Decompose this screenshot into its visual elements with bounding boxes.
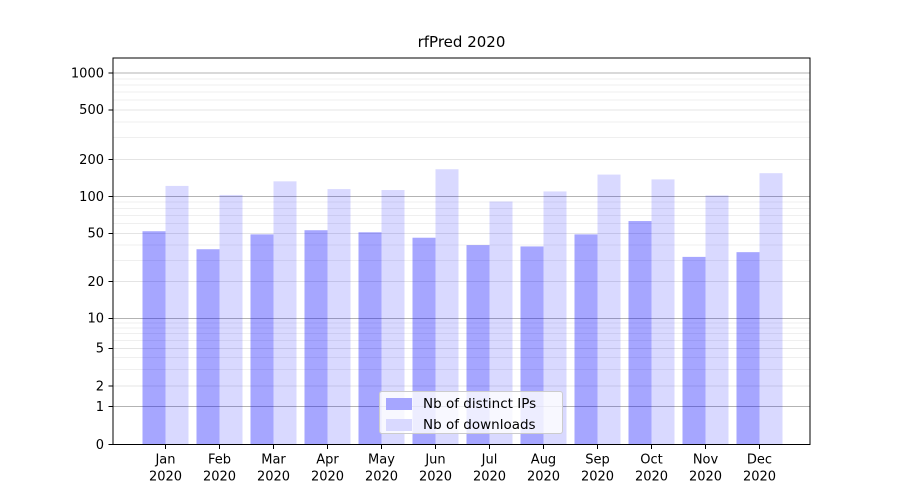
- bar-downloads-mar: [273, 181, 297, 445]
- x-tick-label-month: May: [368, 453, 395, 468]
- x-tick-label-year: 2020: [689, 470, 722, 485]
- bar-downloads-oct: [651, 179, 675, 445]
- x-tick-label-month: Apr: [316, 453, 339, 468]
- bar-distinct-ips-jan: [142, 231, 166, 445]
- bar-downloads-jan: [165, 185, 189, 445]
- y-tick-label: 100: [79, 190, 104, 205]
- x-tick-label-month: Oct: [640, 453, 662, 468]
- y-tick-label: 10: [87, 312, 104, 327]
- y-tick-label: 500: [79, 103, 104, 118]
- y-tick-label: 2: [96, 379, 104, 394]
- y-tick-label: 5: [96, 342, 104, 357]
- x-tick-label-month: Jan: [154, 453, 175, 468]
- bar-downloads-sep: [597, 174, 621, 445]
- bar-downloads-may: [381, 190, 405, 445]
- bar-downloads-feb: [219, 194, 243, 445]
- gridlines: [113, 72, 810, 408]
- bar-distinct-ips-may: [358, 232, 382, 445]
- x-tick-label-year: 2020: [203, 470, 236, 485]
- x-tick-label-year: 2020: [527, 470, 560, 485]
- legend: Nb of distinct IPs Nb of downloads: [379, 391, 563, 434]
- legend-swatch-distinct-ips: [386, 398, 412, 410]
- x-tick-label-year: 2020: [257, 470, 290, 485]
- bar-distinct-ips-dec: [736, 252, 760, 445]
- x-tick-label-year: 2020: [743, 470, 776, 485]
- x-tick-label-month: Sep: [585, 453, 610, 468]
- bar-downloads-dec: [759, 173, 783, 445]
- y-tick-label: 200: [79, 153, 104, 168]
- x-tick-label-month: Jul: [481, 453, 498, 468]
- legend-item-downloads: Nb of downloads: [386, 416, 562, 434]
- y-tick-label: 0: [96, 438, 104, 453]
- bar-distinct-ips-apr: [304, 230, 328, 445]
- y-tick-label: 50: [87, 227, 104, 242]
- bar-downloads-jun: [435, 169, 459, 445]
- y-tick-label: 1: [96, 400, 104, 415]
- bar-downloads-apr: [327, 189, 351, 445]
- x-tick-label-year: 2020: [419, 470, 452, 485]
- legend-item-distinct-ips: Nb of distinct IPs: [386, 395, 562, 413]
- bar-downloads-aug: [543, 191, 567, 445]
- x-tick-label-month: Feb: [208, 453, 231, 468]
- x-tick-label-year: 2020: [311, 470, 344, 485]
- x-tick-label-year: 2020: [149, 470, 182, 485]
- x-tick-label-year: 2020: [635, 470, 668, 485]
- bars: [142, 169, 783, 445]
- y-axis: 0 1 2 5 10 20 50 100 200 500 1000: [71, 67, 113, 453]
- y-tick-label: 1000: [71, 67, 104, 82]
- bar-distinct-ips-feb: [196, 249, 220, 445]
- chart-title: rfPred 2020: [417, 33, 506, 51]
- x-tick-label-month: Aug: [531, 453, 556, 468]
- bar-downloads-nov: [705, 195, 729, 445]
- x-tick-label-year: 2020: [365, 470, 398, 485]
- x-axis: Jan 2020 Feb 2020 Mar 2020 Apr 2020 May 2020 Jun 20…: [149, 444, 776, 485]
- bar-downloads-jul: [489, 201, 513, 445]
- y-tick-label: 20: [87, 275, 104, 290]
- x-tick-label-year: 2020: [581, 470, 614, 485]
- bar-distinct-ips-mar: [250, 234, 274, 445]
- x-tick-label-month: Jun: [424, 453, 445, 468]
- x-tick-label-month: Nov: [693, 453, 719, 468]
- legend-label-distinct-ips: Nb of distinct IPs: [423, 396, 537, 412]
- bar-distinct-ips-oct: [628, 221, 652, 445]
- x-tick-label-year: 2020: [473, 470, 506, 485]
- legend-swatch-downloads: [386, 419, 412, 431]
- bar-distinct-ips-nov: [682, 256, 706, 445]
- x-tick-label-month: Dec: [747, 453, 772, 468]
- x-tick-label-month: Mar: [261, 453, 286, 468]
- bar-distinct-ips-sep: [574, 234, 598, 445]
- plot-border: [112, 57, 811, 445]
- legend-label-downloads: Nb of downloads: [423, 417, 536, 433]
